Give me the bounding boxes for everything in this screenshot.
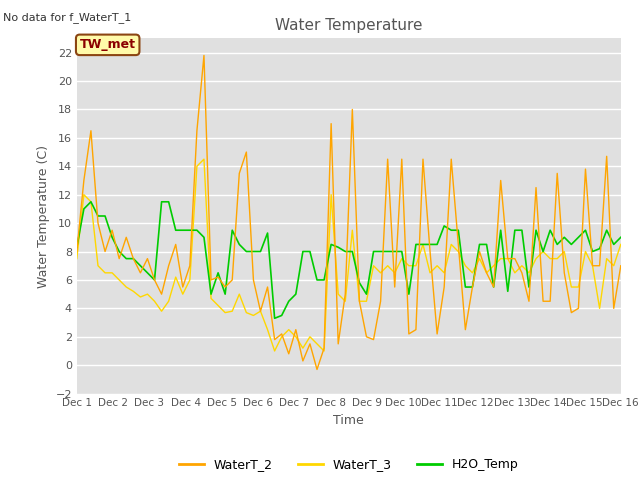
Text: No data for f_WaterT_1: No data for f_WaterT_1	[3, 12, 131, 23]
Title: Water Temperature: Water Temperature	[275, 18, 422, 33]
Legend: WaterT_2, WaterT_3, H2O_Temp: WaterT_2, WaterT_3, H2O_Temp	[174, 453, 524, 476]
Text: TW_met: TW_met	[80, 38, 136, 51]
Y-axis label: Water Temperature (C): Water Temperature (C)	[37, 144, 50, 288]
X-axis label: Time: Time	[333, 414, 364, 427]
